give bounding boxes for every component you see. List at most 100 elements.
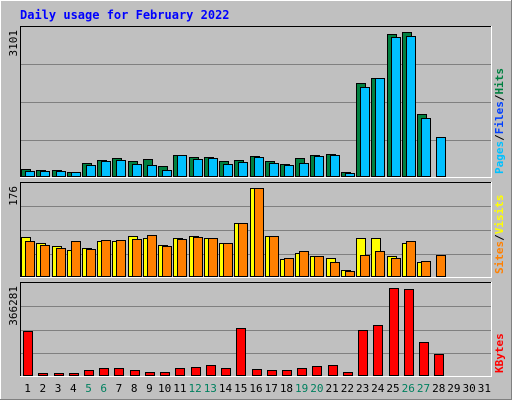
bar-sites-day-28 [436, 255, 446, 277]
bar-sites-day-27 [421, 261, 431, 277]
x-axis-labels: 1 2 3 4 5 6 7 8 9 10 11 12 13 14 15 16 17 18 19 20 21 22 23 24 2… [24, 382, 491, 395]
bar-files-day-14 [223, 164, 233, 177]
bar-sites-day-14 [223, 243, 233, 277]
bar-sites-day-18 [284, 258, 294, 277]
legend-separator: / [493, 134, 506, 141]
bar-kbytes-day-6 [99, 368, 109, 376]
x-tick-day-19: 19 [295, 382, 308, 395]
bar-sites-day-17 [269, 236, 279, 277]
x-tick-day-27: 27 [417, 382, 430, 395]
bar-kbytes-day-15 [236, 328, 246, 376]
bar-kbytes-day-12 [191, 367, 201, 376]
bar-files-day-20 [314, 156, 324, 177]
x-tick-day-9: 9 [146, 382, 153, 395]
bar-files-day-5 [86, 165, 96, 177]
x-tick-day-13: 13 [204, 382, 217, 395]
bar-kbytes-day-21 [328, 365, 338, 376]
bar-kbytes-day-14 [221, 368, 231, 376]
panel-kbytes-legend: KBytes [493, 333, 506, 373]
x-tick-day-28: 28 [432, 382, 445, 395]
bar-files-day-28 [436, 137, 446, 177]
bar-kbytes-day-28 [434, 354, 444, 376]
x-tick-day-16: 16 [249, 382, 262, 395]
bar-kbytes-day-8 [130, 370, 140, 376]
legend-separator: / [493, 234, 506, 241]
x-tick-day-23: 23 [356, 382, 369, 395]
bar-files-day-9 [147, 165, 157, 177]
panel-visits-sites-ymax-label: 176 [7, 186, 20, 206]
bar-sites-day-8 [132, 239, 142, 277]
bar-kbytes-day-27 [419, 342, 429, 376]
x-tick-day-5: 5 [85, 382, 92, 395]
x-tick-day-25: 25 [386, 382, 399, 395]
x-tick-day-10: 10 [158, 382, 171, 395]
bar-files-day-25 [391, 37, 401, 177]
x-tick-day-2: 2 [40, 382, 47, 395]
bar-files-day-11 [177, 155, 187, 177]
x-tick-day-15: 15 [234, 382, 247, 395]
x-tick-day-12: 12 [188, 382, 201, 395]
bar-files-day-3 [56, 171, 66, 177]
bar-kbytes-day-4 [69, 373, 79, 376]
bar-sites-day-23 [360, 255, 370, 277]
bar-kbytes-day-24 [373, 325, 383, 376]
bar-files-day-26 [406, 36, 416, 177]
chart-panels: 3101Pages/Files/Hits176Sites/Visits36628… [7, 26, 506, 377]
bar-sites-day-11 [177, 239, 187, 277]
x-tick-day-7: 7 [116, 382, 123, 395]
bar-files-day-1 [25, 171, 35, 177]
bar-kbytes-day-25 [389, 288, 399, 376]
legend-item-files: Files [493, 101, 506, 134]
bar-sites-day-24 [375, 251, 385, 277]
bar-sites-day-19 [299, 251, 309, 277]
legend-item-pages: Pages [493, 141, 506, 174]
bar-sites-day-16 [254, 188, 264, 277]
bar-kbytes-day-19 [297, 368, 307, 376]
x-tick-day-24: 24 [371, 382, 385, 395]
bar-sites-day-20 [314, 256, 324, 277]
bar-sites-day-9 [147, 235, 157, 277]
x-tick-day-30: 30 [463, 382, 476, 395]
x-tick-day-17: 17 [265, 382, 278, 395]
x-tick-day-31: 31 [478, 382, 491, 395]
bar-files-day-19 [299, 163, 309, 177]
panel-visits-sites: 176 Sites/Visits [7, 182, 506, 278]
x-tick-day-26: 26 [402, 382, 415, 395]
bar-files-day-4 [71, 172, 81, 177]
x-tick-day-20: 20 [310, 382, 323, 395]
bar-sites-day-25 [391, 258, 401, 277]
bar-kbytes-day-17 [267, 370, 277, 376]
bar-sites-day-3 [56, 248, 66, 277]
bar-sites-day-10 [162, 246, 172, 277]
bar-sites-day-13 [208, 238, 218, 277]
legend-item-visits: Visits [493, 195, 506, 235]
bar-sites-day-15 [238, 223, 248, 277]
bar-files-day-8 [132, 164, 142, 177]
x-tick-day-22: 22 [341, 382, 354, 395]
bar-files-day-10 [162, 170, 172, 177]
bar-kbytes-day-9 [145, 372, 155, 376]
bar-sites-day-26 [406, 241, 416, 277]
bar-kbytes-day-5 [84, 370, 94, 376]
x-tick-day-18: 18 [280, 382, 293, 395]
bar-files-day-17 [269, 163, 279, 177]
bar-sites-day-2 [40, 245, 50, 277]
bar-kbytes-day-1 [23, 331, 33, 376]
bar-sites-day-6 [101, 240, 111, 277]
x-tick-day-21: 21 [326, 382, 339, 395]
bar-kbytes-day-10 [160, 372, 170, 376]
bar-files-day-15 [238, 162, 248, 177]
bar-sites-day-4 [71, 241, 81, 277]
bar-files-day-23 [360, 87, 370, 177]
bar-sites-day-5 [86, 249, 96, 277]
bar-kbytes-day-7 [114, 368, 124, 376]
bar-sites-day-22 [345, 271, 355, 277]
x-tick-day-1: 1 [24, 382, 31, 395]
legend-item-hits: Hits [493, 68, 506, 95]
bar-files-day-12 [193, 159, 203, 177]
bar-files-day-6 [101, 161, 111, 177]
panel-visits-sites-legend: Sites/Visits [493, 195, 506, 275]
bar-files-day-16 [254, 157, 264, 177]
